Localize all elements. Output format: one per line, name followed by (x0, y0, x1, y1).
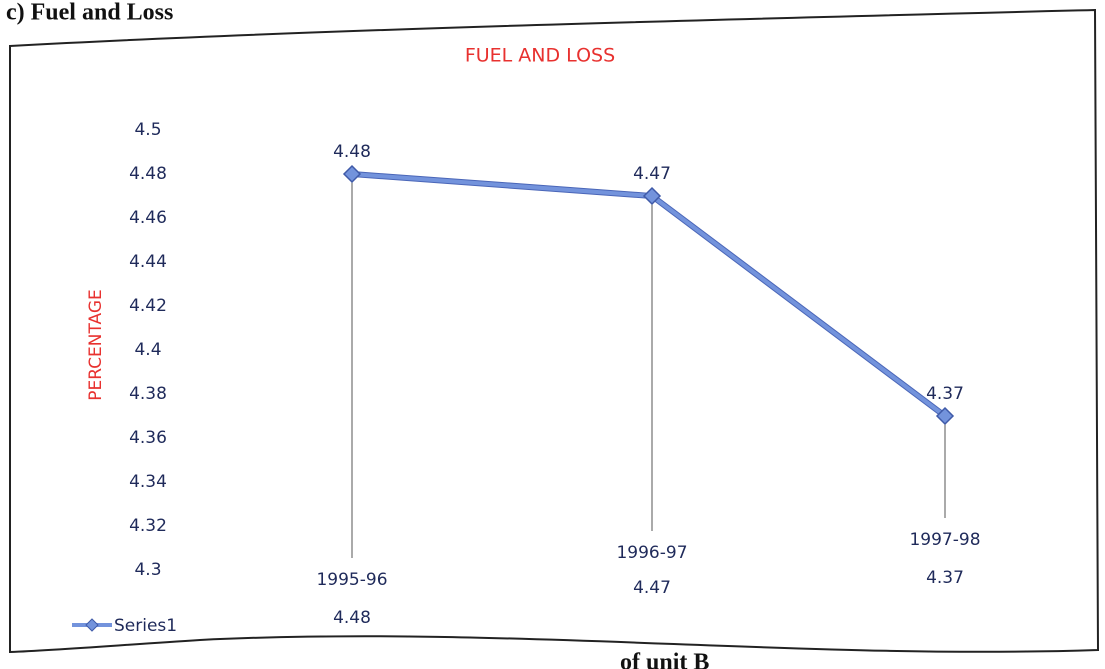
x-tick-label: 1996-97 (616, 543, 687, 563)
data-label: 4.48 (333, 142, 371, 162)
y-tick-label: 4.34 (129, 472, 167, 492)
table-value: 4.48 (333, 608, 371, 628)
y-tick-label: 4.5 (134, 120, 161, 140)
line (351, 172, 947, 418)
chart-title: FUEL AND LOSS (465, 45, 615, 67)
legend-label: Series1 (114, 616, 177, 636)
line-outline (351, 171, 947, 419)
frame (9, 8, 1100, 654)
table-value: 4.37 (926, 568, 964, 588)
y-axis-title: PERCENTAGE (86, 289, 106, 401)
table-value: 4.47 (633, 578, 671, 598)
y-tick-label: 4.36 (129, 428, 167, 448)
y-tick-label: 4.42 (129, 296, 167, 316)
marker (342, 164, 362, 184)
y-tick-label: 4.44 (129, 252, 167, 272)
y-tick-label: 4.3 (134, 560, 161, 580)
y-tick-label: 4.46 (129, 208, 167, 228)
y-tick-label: 4.4 (134, 340, 161, 360)
y-tick-label: 4.48 (129, 164, 167, 184)
data-label: 4.37 (926, 384, 964, 404)
x-tick-label: 1997-98 (909, 530, 980, 550)
heading: c) Fuel and Loss (6, 0, 173, 26)
footer: of unit B (620, 650, 709, 669)
marker (642, 186, 662, 206)
y-tick-label: 4.38 (129, 384, 167, 404)
marker (935, 406, 955, 426)
data-label: 4.47 (633, 164, 671, 184)
legend-marker (85, 618, 99, 632)
x-tick-label: 1995-96 (316, 570, 387, 590)
y-tick-label: 4.32 (129, 516, 167, 536)
